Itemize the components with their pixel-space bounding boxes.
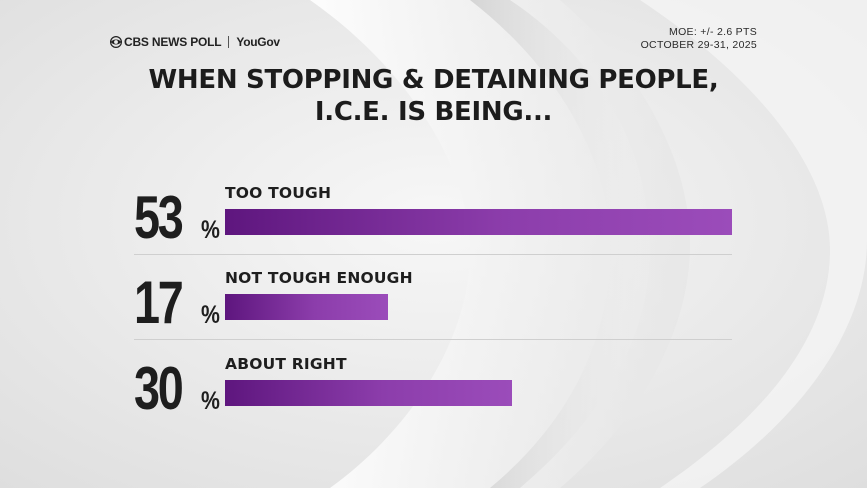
data-label-percent: %	[201, 301, 220, 329]
data-label-value: 53	[134, 184, 184, 251]
title-line-1: WHEN STOPPING & DETAINING PEOPLE,	[148, 65, 719, 95]
row-separator	[134, 254, 732, 255]
brand-divider	[228, 36, 230, 48]
data-label-value: 30	[134, 355, 184, 422]
poll-meta: MOE: +/- 2.6 PTS OCTOBER 29-31, 2025	[641, 26, 757, 52]
chart-title: WHEN STOPPING & DETAINING PEOPLE, I.C.E.…	[100, 64, 767, 128]
brand-name: CBS NEWS POLL	[124, 35, 222, 49]
category-label: NOT TOUGH ENOUGH	[225, 269, 413, 287]
chart-row: 53% TOO TOUGH	[134, 184, 732, 248]
poll-logo: CBS NEWS POLL YouGov	[110, 35, 280, 49]
data-label-percent: %	[201, 387, 220, 415]
partner-name: YouGov	[236, 35, 280, 49]
category-label: TOO TOUGH	[225, 184, 332, 202]
data-label: 30%	[134, 359, 222, 419]
bar	[225, 294, 388, 320]
chart-row: 17% NOT TOUGH ENOUGH	[134, 269, 732, 333]
cbs-eye-icon	[110, 36, 122, 48]
category-label: ABOUT RIGHT	[225, 355, 347, 373]
bar	[225, 380, 512, 406]
poll-dates: OCTOBER 29-31, 2025	[640, 39, 757, 51]
data-label-value: 17	[134, 269, 184, 336]
margin-of-error: MOE: +/- 2.6 PTS	[669, 26, 757, 38]
data-label: 53%	[134, 188, 222, 248]
title-line-2: I.C.E. IS BEING...	[314, 97, 553, 127]
data-label-percent: %	[201, 216, 220, 244]
data-label: 17%	[134, 273, 222, 333]
row-separator	[134, 339, 732, 340]
chart-row: 30% ABOUT RIGHT	[134, 355, 732, 419]
bar	[225, 209, 732, 235]
